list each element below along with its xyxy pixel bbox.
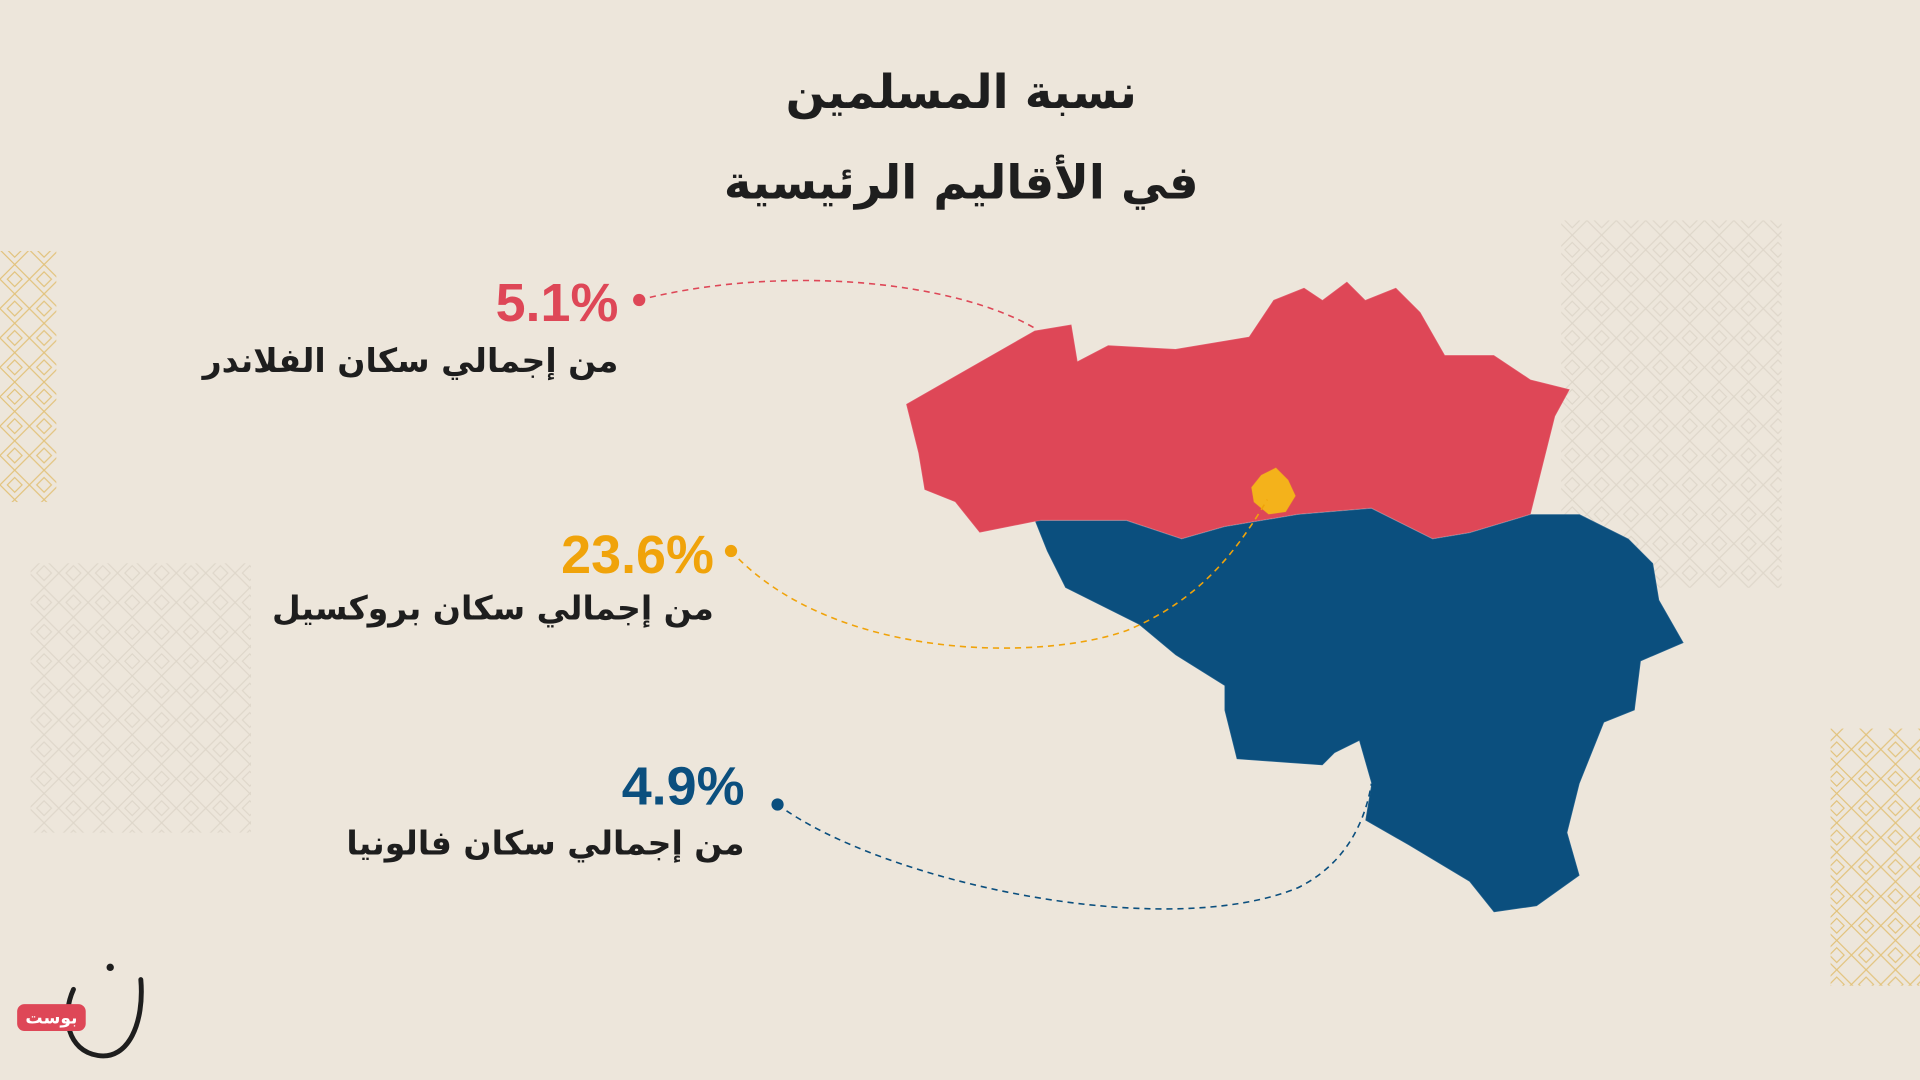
pattern [1830, 728, 1920, 986]
region-brussels [1250, 467, 1297, 515]
title-line: نسبة المسلمين [786, 65, 1137, 119]
logo-text: بوست [25, 1009, 77, 1029]
dot [633, 293, 646, 307]
connector [638, 279, 1036, 329]
connector [730, 499, 1269, 649]
region-value: 4.9% [622, 756, 745, 816]
dot [771, 798, 784, 811]
region-caption: من إجمالي سكان فالونيا [346, 824, 744, 864]
logo-badge [17, 1004, 86, 1032]
title-line: في الأقاليم الرئيسية [724, 153, 1199, 210]
map [905, 280, 1685, 913]
dot [724, 544, 738, 558]
region-value: 5.1% [496, 273, 619, 333]
region-flanders [905, 280, 1571, 540]
logo-dot [106, 963, 114, 972]
region-caption: من إجمالي سكان الفلاندر [201, 341, 619, 381]
pattern [0, 251, 57, 503]
pattern [30, 563, 252, 833]
region-value: 23.6% [561, 525, 714, 585]
connectors [638, 279, 1373, 910]
logo: بوست [17, 963, 144, 1059]
region-caption: من إجمالي سكان بروكسيل [272, 589, 714, 629]
connector [777, 783, 1373, 910]
